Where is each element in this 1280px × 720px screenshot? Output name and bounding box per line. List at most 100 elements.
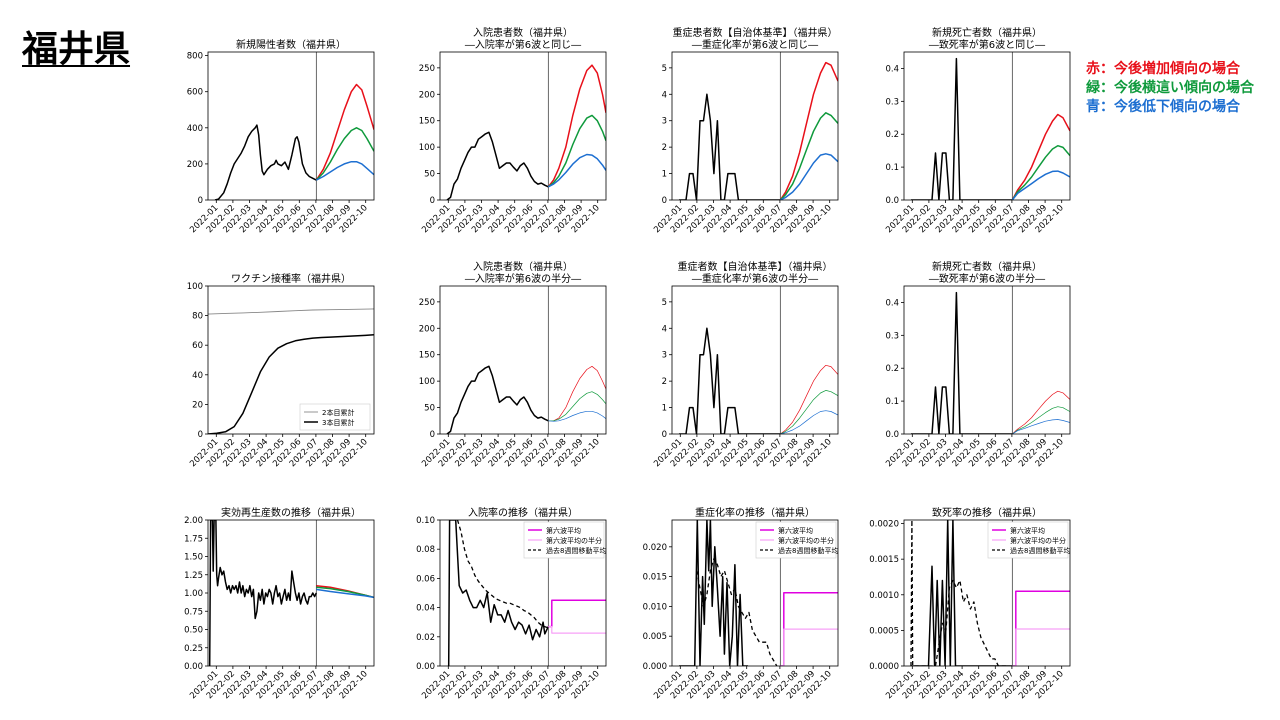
y-tick-label: 0.0015 [869, 555, 899, 565]
series-green [315, 127, 374, 181]
plot-frame [439, 519, 607, 667]
page-title: 福井県 [22, 29, 131, 70]
plot-frame [903, 285, 1071, 435]
y-tick-label: 0.1 [885, 163, 899, 173]
y-tick-label: 0 [430, 196, 435, 206]
y-tick-label: 250 [419, 64, 435, 74]
y-tick-label: 0.005 [643, 632, 667, 642]
y-tick-label: 200 [187, 160, 203, 170]
series-blue [547, 153, 606, 188]
series-actual [911, 57, 1013, 200]
plot-frame [439, 51, 607, 201]
chart-title: 新規死亡者数（福井県） [932, 26, 1042, 39]
y-tick-label: 100 [187, 282, 203, 292]
y-tick-label: 0.2 [885, 130, 899, 140]
y-tick-label: 3 [662, 117, 667, 127]
y-tick-label: 0 [430, 430, 435, 440]
chart-c4: 新規死亡者数（福井県）―致死率が第6波と同じ―0.00.10.20.30.420… [884, 26, 1071, 235]
series-dashed [456, 520, 549, 629]
y-tick-label: 1.00 [184, 589, 203, 599]
y-tick-label: 2 [662, 143, 667, 153]
scenario-legend: 赤：今後増加傾向の場合 緑：今後横這い傾向の場合 青：今後低下傾向の場合 [1086, 60, 1254, 117]
chart-c11: 重症化率の推移（福井県）0.0000.0050.0100.0150.020202… [643, 506, 839, 701]
y-tick-label: 0.1 [885, 397, 899, 407]
y-tick-label: 0 [198, 430, 203, 440]
series-magenta [548, 599, 606, 628]
legend-label: 第六波平均 [546, 526, 581, 535]
series-blue [316, 588, 374, 599]
series-actual [679, 93, 781, 200]
chart-c8: 新規死亡者数（福井県）―致死率が第6波の半分―0.00.10.20.30.420… [884, 260, 1071, 469]
y-tick-label: 5 [662, 298, 667, 308]
plot-frame [903, 519, 1071, 667]
y-tick-label: 400 [187, 124, 203, 134]
chart-c6: 入院患者数（福井県）―入院率が第6波の半分―050100150200250202… [419, 260, 607, 469]
series-actual [208, 520, 317, 666]
y-tick-label: 800 [187, 52, 203, 62]
scenario-legend-green: 緑：今後横這い傾向の場合 [1086, 80, 1254, 96]
y-tick-label: 0.0020 [869, 520, 899, 530]
series-dashed [910, 520, 1009, 666]
y-tick-label: 0.010 [643, 602, 667, 612]
y-tick-label: 100 [419, 143, 435, 153]
y-tick-label: 0.0 [885, 196, 899, 206]
y-tick-label: 40 [192, 371, 203, 381]
y-tick-label: 0 [662, 196, 667, 206]
y-tick-label: 250 [419, 298, 435, 308]
y-tick-label: 150 [419, 351, 435, 361]
chart-title: ―致死率が第6波と同じ― [929, 38, 1045, 51]
y-tick-label: 2 [662, 377, 667, 387]
chart-title: ―入院率が第6波の半分― [465, 272, 581, 285]
y-tick-label: 0.08 [416, 545, 435, 555]
series-green_thin [1012, 406, 1070, 434]
chart-c12: 致死率の推移（福井県） 0.0000 0.0005 0.0010 0.0015 0.002… [869, 506, 1070, 701]
chart-c7: 重症者数【自治体基準】（福井県）―重症化率が第6波の半分―0123452022-… [652, 260, 839, 469]
y-tick-label: 50 [424, 170, 435, 180]
chart-c1: 新規陽性者数（福井県）02004006008002022-012022-0220… [187, 38, 375, 235]
chart-c2: 入院患者数（福井県）―入院率が第6波と同じ―050100150200250202… [419, 26, 607, 235]
y-tick-label: 1.25 [184, 571, 203, 581]
legend-label: 第六波平均 [778, 526, 813, 535]
scenario-legend-red: 赤：今後増加傾向の場合 [1086, 61, 1240, 77]
legend-label: 3本目累計 [322, 418, 354, 427]
series-pink [548, 625, 606, 634]
chart-title: 入院患者数（福井県） [473, 26, 573, 39]
plot-frame [671, 51, 839, 201]
series-blue [779, 153, 838, 200]
plot-frame [671, 285, 839, 435]
y-tick-label: 0.015 [643, 573, 667, 583]
series-green_thin [548, 391, 606, 422]
series-blue [1011, 170, 1070, 200]
y-tick-label: 0.3 [885, 97, 899, 107]
legend-label: 過去8週間移動平均 [1010, 546, 1070, 555]
chart-title: 入院患者数（福井県） [473, 260, 573, 273]
series-actual [214, 124, 317, 200]
y-tick-label: 0.00 [184, 662, 203, 672]
y-tick-label: 4 [662, 90, 667, 100]
series-blue_thin [780, 410, 838, 434]
y-tick-label: 2.00 [184, 516, 203, 526]
series-green [779, 112, 838, 200]
scenario-legend-blue: 青：今後低下傾向の場合 [1086, 99, 1240, 115]
legend-label: 第六波平均の半分 [1010, 536, 1066, 545]
y-tick-label: 0.50 [184, 626, 203, 636]
series-pink [780, 628, 838, 666]
series-red [547, 64, 606, 188]
y-tick-label: 0.02 [416, 633, 435, 643]
y-tick-label: 4 [662, 324, 667, 334]
series-red [1011, 113, 1070, 200]
chart-title: 新規陽性者数（福井県） [236, 38, 346, 51]
plot-frame [207, 519, 375, 667]
series-blue_thin [548, 410, 606, 422]
series-red [779, 61, 838, 200]
y-tick-label: 0.00 [416, 662, 435, 672]
series-actual [679, 520, 748, 666]
y-tick-label: 0.25 [184, 644, 203, 654]
plot-frame [207, 285, 375, 435]
legend-label: 第六波平均の半分 [546, 536, 602, 545]
plot-frame [439, 285, 607, 435]
series-actual [679, 327, 781, 434]
